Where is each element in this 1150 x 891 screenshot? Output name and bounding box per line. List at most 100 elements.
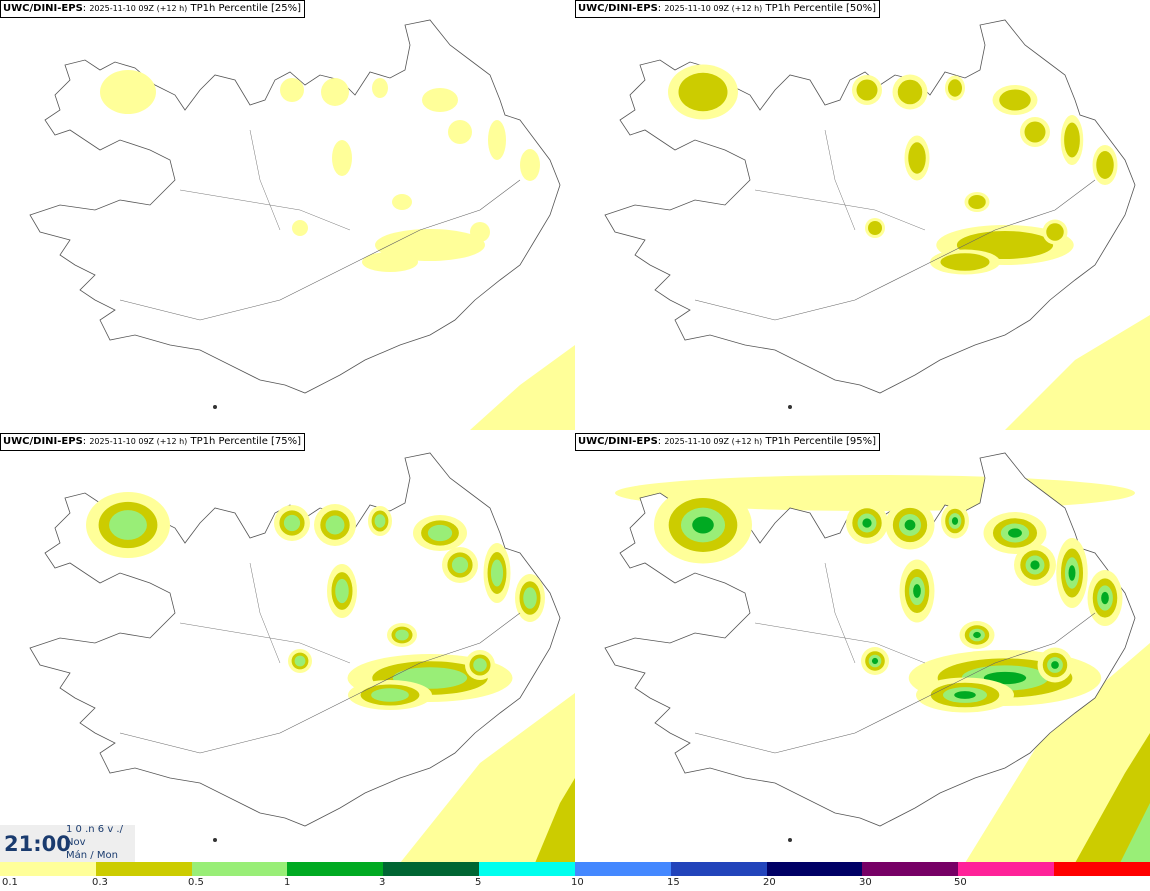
run-time: 2025-11-10 09Z (+12 h)	[664, 437, 763, 446]
precip-cell	[374, 514, 386, 528]
precip-cell	[520, 149, 540, 181]
precip-cell	[371, 688, 409, 702]
precip-cell	[362, 252, 418, 272]
precip-cell	[100, 70, 156, 114]
precip-cell	[372, 78, 388, 98]
run-time: 2025-11-10 09Z (+12 h)	[89, 437, 188, 446]
precip-cell	[908, 142, 926, 174]
model-name: UWC/DINI-EPS	[578, 3, 658, 14]
precip-cell	[427, 524, 453, 542]
precip-cell	[392, 194, 412, 210]
precip-cell	[951, 517, 959, 525]
precip-cell	[1024, 121, 1046, 143]
iceland-map	[29, 19, 575, 430]
precip-cell	[488, 120, 506, 160]
legend-swatch	[479, 862, 575, 876]
sea-precip-area	[400, 693, 575, 863]
road-network	[119, 612, 521, 754]
island	[213, 838, 217, 842]
sea-precip-core	[1075, 733, 1150, 863]
field-name: TP1h Percentile [25%]	[190, 3, 302, 14]
precip-cell	[913, 584, 921, 598]
legend-tick-label: 3	[379, 877, 386, 888]
legend-tick-label: 5	[475, 877, 482, 888]
precip-cell	[868, 221, 882, 235]
precip-cell	[280, 78, 304, 102]
legend-swatch	[287, 862, 384, 876]
valid-time-box: 21:00 1 0 .n 6 v ./ Nov Mán / Mon	[0, 824, 135, 862]
legend-swatch	[191, 862, 288, 876]
road-network	[179, 562, 351, 664]
precip-cell	[948, 79, 962, 97]
panel-title: UWC/DINI-EPS: 2025-11-10 09Z (+12 h) TP1…	[575, 433, 881, 451]
road-network	[179, 129, 351, 231]
legend-tick-label: 0.1	[2, 877, 18, 888]
legend-swatch	[574, 862, 671, 876]
precip-cell	[470, 222, 490, 242]
precip-cell	[448, 120, 472, 144]
precip-cell	[321, 78, 349, 106]
precip-cell	[1030, 560, 1040, 570]
valid-weekday: Mán / Mon	[66, 850, 118, 861]
legend-tick-label: 0.5	[188, 877, 204, 888]
run-time: 2025-11-10 09Z (+12 h)	[89, 4, 188, 13]
panel-title: UWC/DINI-EPS: 2025-11-10 09Z (+12 h) TP1…	[0, 0, 306, 18]
valid-time: 21:00	[4, 832, 71, 856]
map-panel-p25: UWC/DINI-EPS: 2025-11-10 09Z (+12 h) TP1…	[0, 0, 575, 430]
legend-swatch	[766, 862, 863, 876]
iceland-map	[29, 452, 575, 863]
precip-cell	[1068, 565, 1076, 581]
precip-cell	[292, 220, 308, 236]
precip-cell	[954, 691, 976, 699]
road-network	[694, 179, 1096, 321]
legend-tick-label: 1	[284, 877, 291, 888]
precip-cell	[692, 516, 714, 534]
legend-bar	[0, 862, 1150, 876]
precip-cell	[325, 515, 345, 535]
legend-tick-label: 30	[859, 877, 872, 888]
precip-cell	[678, 72, 728, 112]
coastline	[29, 19, 561, 394]
precip-cell	[973, 631, 981, 639]
panel-title: UWC/DINI-EPS: 2025-11-10 09Z (+12 h) TP1…	[0, 433, 306, 451]
legend-swatch	[670, 862, 767, 876]
legend-tick-label: 50	[954, 877, 967, 888]
field-name: TP1h Percentile [95%]	[765, 436, 877, 447]
precip-cell	[1008, 528, 1022, 538]
field-name: TP1h Percentile [50%]	[765, 3, 877, 14]
legend-swatch	[958, 862, 1055, 876]
precip-cell	[335, 578, 349, 604]
legend-swatch	[0, 862, 96, 876]
sea-precip-peak	[1120, 803, 1150, 863]
precip-cell	[422, 88, 458, 112]
precip-cell	[897, 79, 923, 105]
precip-cell	[451, 556, 469, 574]
legend-tick-label: 20	[763, 877, 776, 888]
precip-cell	[871, 657, 879, 665]
precip-cell	[999, 89, 1031, 111]
map-panel-p75: UWC/DINI-EPS: 2025-11-10 09Z (+12 h) TP1…	[0, 433, 575, 863]
valid-date: 1 0 .n 6 v ./	[66, 824, 123, 835]
precip-cell	[1096, 151, 1114, 179]
legend-tick-label: 15	[667, 877, 680, 888]
precip-cell	[473, 658, 487, 672]
sea-precip-area	[1005, 315, 1150, 430]
precip-cell	[294, 655, 306, 667]
map-panel-p95: UWC/DINI-EPS: 2025-11-10 09Z (+12 h) TP1…	[575, 433, 1150, 863]
precip-cell	[968, 195, 986, 209]
iceland-map	[604, 452, 1150, 863]
legend-swatch	[95, 862, 192, 876]
sea-precip-core	[535, 778, 575, 863]
road-network	[754, 129, 926, 231]
island	[788, 405, 792, 409]
field-name: TP1h Percentile [75%]	[190, 436, 302, 447]
precip-cell	[1046, 223, 1064, 241]
precip-cell	[109, 510, 147, 540]
model-name: UWC/DINI-EPS	[3, 436, 83, 447]
panel-title: UWC/DINI-EPS: 2025-11-10 09Z (+12 h) TP1…	[575, 0, 881, 18]
island	[213, 405, 217, 409]
run-time: 2025-11-10 09Z (+12 h)	[664, 4, 763, 13]
precip-cell	[1051, 661, 1059, 669]
precip-cell	[395, 629, 409, 641]
precip-cell	[1101, 591, 1109, 605]
